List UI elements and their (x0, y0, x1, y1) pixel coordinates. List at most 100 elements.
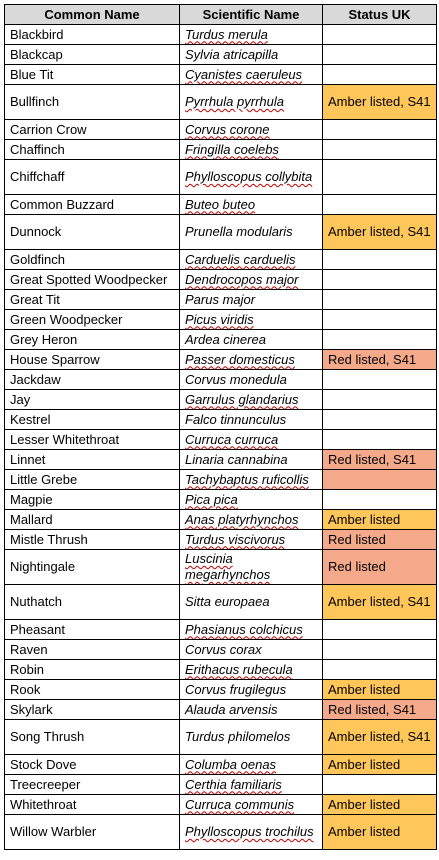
common-name-cell: Skylark (4, 699, 180, 720)
status-cell (322, 429, 437, 450)
scientific-name-cell: Turdus philomelos (179, 719, 323, 755)
common-name-cell: Song Thrush (4, 719, 180, 755)
scientific-name-cell: Pica pica (179, 489, 323, 510)
status-cell: Amber listed, S41 (322, 719, 437, 755)
table-row: Jay Garrulus glandarius (4, 389, 437, 410)
table-row: Mistle Thrush Turdus viscivorus Red listed (4, 529, 437, 550)
scientific-name-cell: Curruca communis (179, 794, 323, 815)
scientific-name-text: Certhia familiaris (185, 776, 282, 792)
header-row: Common Name Scientific Name Status UK (4, 4, 437, 25)
scientific-name-text: Fringilla coelebs (185, 141, 279, 157)
common-name-cell: Goldfinch (4, 249, 180, 270)
scientific-name-cell: Alauda arvensis (179, 699, 323, 720)
table-row: Bullfinch Pyrrhula pyrrhula Amber listed, … (4, 84, 437, 120)
scientific-name-text: Buteo buteo (185, 196, 256, 212)
common-name-cell: Bullfinch (4, 84, 180, 120)
common-name-cell: Rook (4, 679, 180, 700)
scientific-name-text: Phylloscopus trochilus (185, 824, 314, 839)
scientific-name-text: Anas platyrhynchos (185, 511, 299, 527)
status-cell: Amber listed, S41 (322, 214, 437, 250)
scientific-name-cell: Tachybaptus ruficollis (179, 469, 323, 490)
scientific-name-text: Corvus frugilegus (185, 681, 287, 697)
status-cell (322, 159, 437, 195)
scientific-name-cell: Turdus merula (179, 24, 323, 45)
common-name-cell: Kestrel (4, 409, 180, 430)
common-name-cell: House Sparrow (4, 349, 180, 370)
table-row: Chaffinch Fringilla coelebs (4, 139, 437, 160)
scientific-name-text: Phylloscopus collybita (185, 169, 313, 184)
status-cell: Amber listed (322, 754, 437, 775)
common-name-cell: Mallard (4, 509, 180, 530)
scientific-name-text: Sitta europaea (185, 594, 270, 609)
common-name-cell: Little Grebe (4, 469, 180, 490)
status-cell (322, 44, 437, 65)
status-cell (322, 289, 437, 310)
scientific-name-text: Curruca curruca (185, 431, 279, 447)
common-name-cell: Chiffchaff (4, 159, 180, 195)
scientific-name-cell: Falco tinnunculus (179, 409, 323, 430)
status-cell (322, 469, 437, 490)
scientific-name-text: Dendrocopos major (185, 271, 299, 287)
table-row: Dunnock Prunella modularis Amber listed, S… (4, 214, 437, 250)
table-row: Whitethroat Curruca communis Amber listed (4, 794, 437, 815)
scientific-name-text: Luscinia megarhynchos (185, 551, 271, 582)
status-cell: Amber listed (322, 679, 437, 700)
scientific-name-text: Alauda arvensis (185, 701, 278, 717)
common-name-cell: Green Woodpecker (4, 309, 180, 330)
table-row: Stock Dove Columba oenas Amber listed (4, 754, 437, 775)
common-name-cell: Chaffinch (4, 139, 180, 160)
status-cell (322, 139, 437, 160)
table-row: Blackbird Turdus merula (4, 24, 437, 45)
status-cell (322, 489, 437, 510)
scientific-name-cell: Cyanistes caeruleus (179, 64, 323, 85)
scientific-name-cell: Prunella modularis (179, 214, 323, 250)
scientific-name-cell: Carduelis carduelis (179, 249, 323, 270)
header-common-name: Common Name (4, 4, 180, 25)
scientific-name-cell: Corvus frugilegus (179, 679, 323, 700)
scientific-name-cell: Certhia familiaris (179, 774, 323, 795)
table-row: Blue Tit Cyanistes caeruleus (4, 64, 437, 85)
table-row: Goldfinch Carduelis carduelis (4, 249, 437, 270)
status-cell: Amber listed, S41 (322, 84, 437, 120)
table-row: Kestrel Falco tinnunculus (4, 409, 437, 430)
scientific-name-cell: Fringilla coelebs (179, 139, 323, 160)
scientific-name-text: Corvus monedula (185, 371, 287, 387)
common-name-cell: Blackcap (4, 44, 180, 65)
table-row: Great Spotted Woodpecker Dendrocopos majo… (4, 269, 437, 290)
status-cell (322, 774, 437, 795)
common-name-cell: Treecreeper (4, 774, 180, 795)
scientific-name-text: Phasianus colchicus (185, 621, 303, 637)
status-cell: Red listed, S41 (322, 699, 437, 720)
scientific-name-text: Curruca communis (185, 796, 295, 812)
scientific-name-text: Linaria cannabina (185, 451, 288, 467)
status-cell: Amber listed (322, 794, 437, 815)
common-name-cell: Great Tit (4, 289, 180, 310)
table-row: Great Tit Parus major (4, 289, 437, 310)
table-row: Skylark Alauda arvensis Red listed, S41 (4, 699, 437, 720)
status-cell (322, 24, 437, 45)
header-scientific-name: Scientific Name (179, 4, 323, 25)
scientific-name-cell: Corvus monedula (179, 369, 323, 390)
scientific-name-text: Columba oenas (185, 756, 277, 772)
table-row: Nightingale Luscinia megarhynchos Red list… (4, 549, 437, 585)
scientific-name-cell: Anas platyrhynchos (179, 509, 323, 530)
status-cell: Red listed, S41 (322, 449, 437, 470)
scientific-name-cell: Picus viridis (179, 309, 323, 330)
scientific-name-text: Turdus viscivorus (185, 531, 286, 547)
common-name-cell: Common Buzzard (4, 194, 180, 215)
scientific-name-cell: Curruca curruca (179, 429, 323, 450)
common-name-cell: Nightingale (4, 549, 180, 585)
status-cell (322, 269, 437, 290)
scientific-name-text: Garrulus glandarius (185, 391, 299, 407)
scientific-name-text: Prunella modularis (185, 224, 293, 239)
scientific-name-cell: Buteo buteo (179, 194, 323, 215)
scientific-name-text: Parus major (185, 291, 256, 307)
scientific-name-text: Corvus corone (185, 121, 270, 137)
table-row: Green Woodpecker Picus viridis (4, 309, 437, 330)
table-row: Linnet Linaria cannabina Red listed, S41 (4, 449, 437, 470)
common-name-cell: Jay (4, 389, 180, 410)
status-cell (322, 659, 437, 680)
status-cell (322, 409, 437, 430)
scientific-name-cell: Parus major (179, 289, 323, 310)
scientific-name-cell: Luscinia megarhynchos (179, 549, 323, 585)
